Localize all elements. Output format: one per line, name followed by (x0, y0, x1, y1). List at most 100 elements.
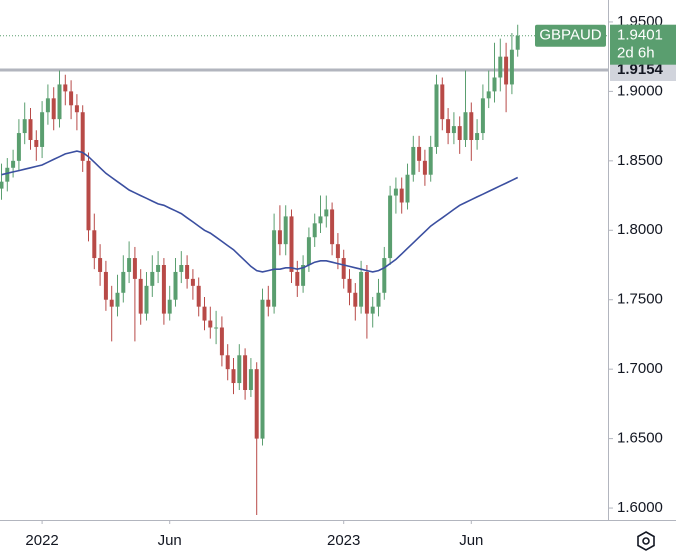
level-label: 1.9154 (617, 61, 664, 78)
candle-body (138, 278, 143, 314)
x-tick-label: Jun (158, 532, 182, 549)
settings-hexagon (637, 531, 655, 551)
candle-body (335, 244, 340, 259)
candle-body (504, 56, 509, 85)
y-tick-label: 1.6000 (617, 499, 663, 516)
candle-body (289, 216, 294, 272)
candle-body (434, 84, 439, 147)
candle-body (63, 84, 68, 92)
candle-body (208, 320, 213, 328)
candle-body (486, 91, 491, 99)
candle-body (196, 285, 201, 307)
candle-body (399, 188, 404, 203)
candle-body (150, 271, 155, 286)
candle-body (509, 49, 514, 85)
candle-body (57, 84, 62, 120)
candle-body (40, 112, 45, 147)
candle-body (306, 237, 311, 265)
y-tick-label: 1.6500 (617, 430, 663, 447)
candle-body (231, 369, 236, 384)
x-tick-label: 2022 (25, 532, 58, 549)
candle-body (156, 265, 161, 272)
candle-body (115, 292, 120, 307)
candle-body (225, 355, 230, 370)
candle-body (103, 271, 108, 300)
y-tick-label: 1.8000 (617, 221, 663, 238)
candle-body (28, 119, 33, 140)
candle-body (11, 160, 16, 168)
candle-body (0, 181, 4, 189)
settings-icon[interactable] (637, 531, 655, 551)
candle-body (422, 160, 427, 175)
candle-body (382, 258, 387, 293)
candle-body (34, 140, 39, 147)
candle-body (347, 278, 352, 293)
candle-body (202, 306, 207, 321)
candle-body (132, 258, 137, 279)
candle-body (185, 265, 190, 279)
candle-body (22, 119, 27, 134)
countdown-label: 2d 6h (617, 45, 655, 62)
candle-body (359, 271, 364, 307)
candle-body (312, 223, 317, 238)
candle-body (237, 355, 242, 384)
candle-body (295, 271, 300, 286)
candle-body (219, 327, 224, 356)
candle-body (277, 230, 282, 245)
candle-body (109, 299, 114, 307)
candle-body (411, 146, 416, 175)
x-tick-label: Jun (459, 532, 483, 549)
candle-body (80, 112, 85, 161)
y-tick-label: 1.8500 (617, 152, 663, 169)
candle-body (370, 306, 375, 314)
candle-body (121, 271, 126, 293)
candle-body (243, 355, 248, 390)
candle-body (5, 167, 10, 182)
candle-body (457, 126, 462, 140)
candle-body (98, 258, 103, 272)
candle-body (475, 133, 480, 140)
last-price-label: 1.9401 (617, 27, 663, 44)
candle-body (492, 77, 497, 92)
candle-body (266, 299, 271, 307)
candle-body (16, 133, 21, 161)
candle-body (498, 56, 503, 78)
candle-body (161, 265, 166, 314)
candle-body (428, 146, 433, 175)
x-tick-label: 2023 (327, 532, 360, 549)
candle-body (324, 209, 329, 217)
candle-body (92, 230, 97, 259)
candle-body (417, 146, 422, 161)
candle-body (463, 112, 468, 140)
candle-body (353, 292, 358, 307)
last-price-box (610, 24, 676, 65)
candle-body (283, 216, 288, 245)
y-tick-label: 1.7000 (617, 360, 663, 377)
candle-body (301, 265, 306, 286)
candle-body (318, 216, 323, 224)
candle-body (74, 105, 79, 113)
candle-body (69, 91, 74, 106)
candle-body (405, 174, 410, 203)
candle-body (376, 292, 381, 307)
y-tick-label: 1.9000 (617, 82, 663, 99)
candle-body (341, 258, 346, 279)
candle-body (451, 126, 456, 134)
candle-body (214, 327, 219, 329)
candle-body (440, 84, 445, 120)
candle-body (469, 112, 474, 140)
candle-body (388, 195, 393, 259)
candle-body (51, 98, 56, 120)
symbol-badge (535, 24, 606, 47)
candle-body (446, 119, 451, 134)
candle-body (144, 285, 149, 314)
candle-body (330, 209, 335, 245)
candle-body (364, 271, 369, 314)
candle-body (260, 299, 265, 439)
candle-body (86, 160, 91, 231)
candle-body (179, 265, 184, 272)
y-tick-label: 1.7500 (617, 291, 663, 308)
candle-body (173, 271, 178, 300)
